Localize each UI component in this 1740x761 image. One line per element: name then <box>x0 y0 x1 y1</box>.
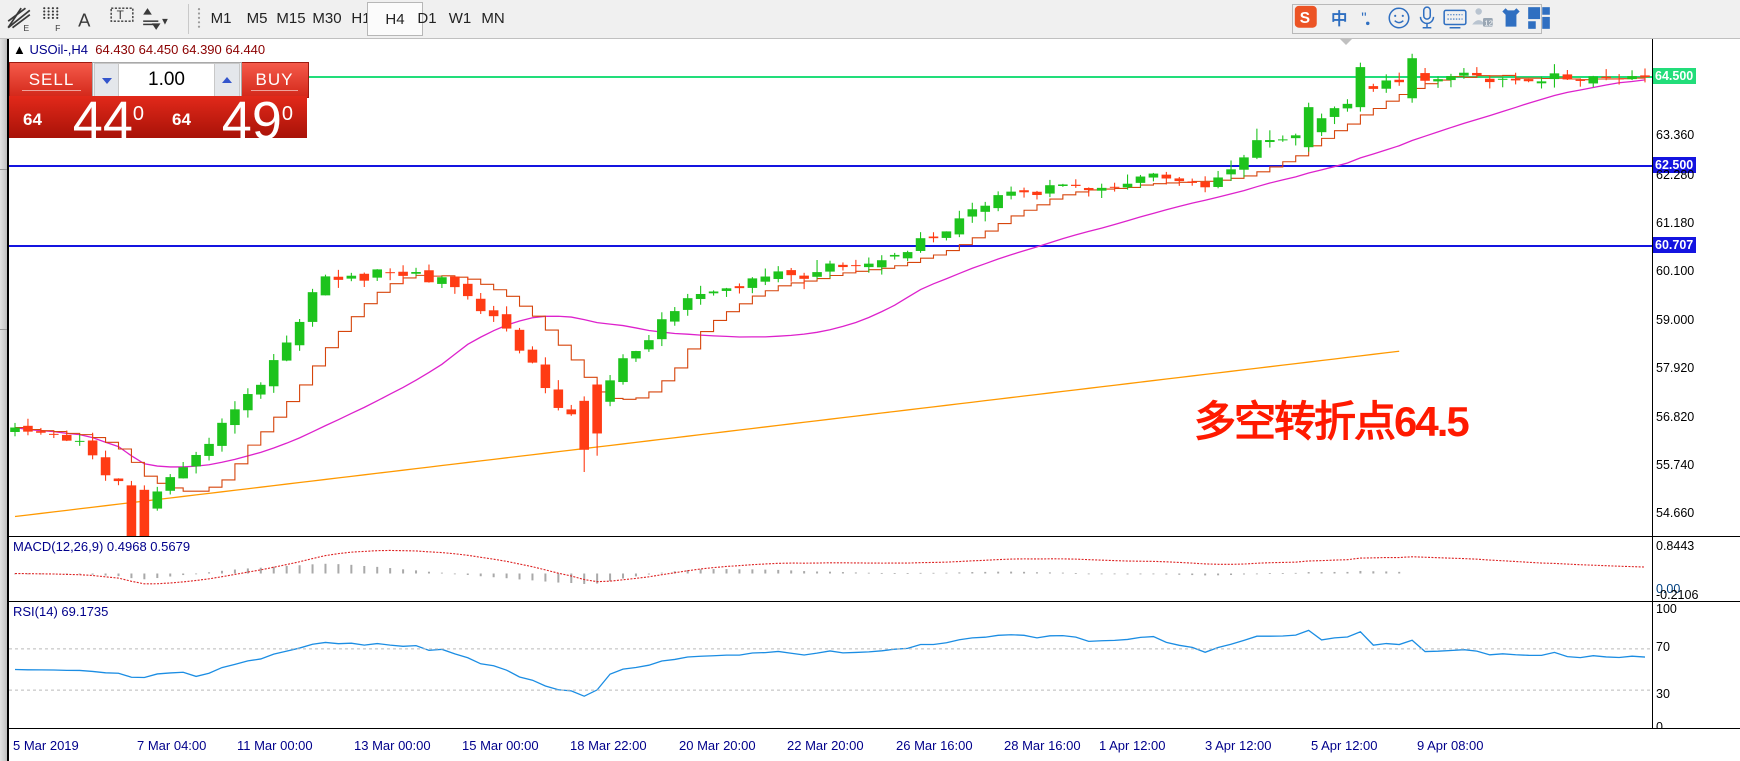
svg-text:A: A <box>78 10 91 31</box>
svg-text:S: S <box>1300 10 1310 27</box>
svg-text:中: 中 <box>1331 10 1347 29</box>
svg-text:12: 12 <box>1484 19 1492 28</box>
svg-text:F: F <box>55 23 60 32</box>
svg-text:": " <box>1361 9 1366 26</box>
svg-text:T: T <box>117 8 124 22</box>
svg-text:▼: ▼ <box>160 16 170 27</box>
svg-text:E: E <box>23 23 29 32</box>
